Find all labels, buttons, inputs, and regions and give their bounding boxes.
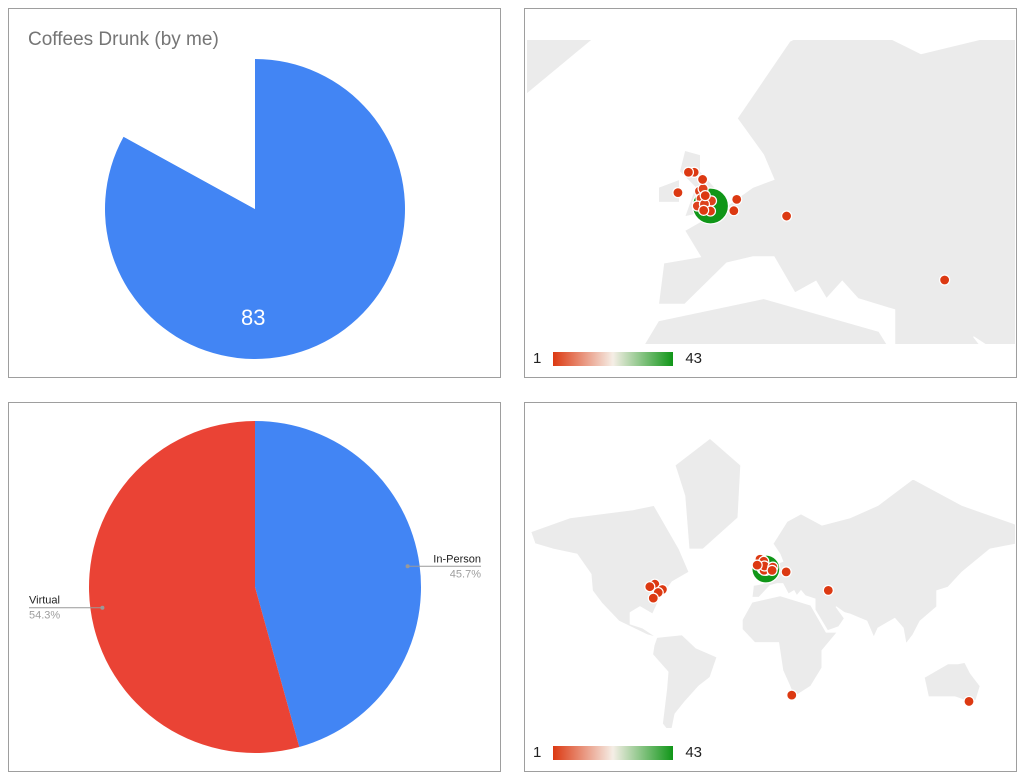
land-south-america xyxy=(652,634,718,728)
map-marker[interactable] xyxy=(963,695,975,708)
legend-gradient xyxy=(553,351,674,366)
label-dot xyxy=(100,605,105,610)
map-marker[interactable] xyxy=(697,173,709,186)
land-eurasia xyxy=(657,40,1015,344)
legend-min: 1 xyxy=(533,744,542,761)
map-marker[interactable] xyxy=(682,166,695,178)
land-africa xyxy=(741,595,839,698)
slice-name: In-Person xyxy=(433,553,481,565)
map-marker[interactable] xyxy=(780,566,792,578)
land-north-america xyxy=(530,504,690,638)
pie-slice-in-person[interactable] xyxy=(255,421,421,747)
coffees-pie-panel: Coffees Drunk (by me) 83 xyxy=(8,8,501,378)
legend-max: 43 xyxy=(685,744,703,761)
pie-slice[interactable] xyxy=(104,59,405,360)
land-eurasia xyxy=(751,478,1015,646)
land-greenland xyxy=(674,437,742,550)
legend-gradient xyxy=(553,745,674,760)
europe-map-panel: 1 43 xyxy=(524,8,1017,378)
map-marker[interactable] xyxy=(699,190,711,202)
pie-slice[interactable] xyxy=(123,59,255,209)
europe-geo-map[interactable] xyxy=(525,9,1016,377)
land-africa xyxy=(643,298,888,344)
map-marker[interactable] xyxy=(939,274,951,286)
world-map-panel: 1 43 xyxy=(524,402,1017,772)
map-marker[interactable] xyxy=(781,210,793,222)
map-marker[interactable] xyxy=(728,205,740,217)
label-dot xyxy=(405,564,410,569)
slice-percent: 45.7% xyxy=(450,568,481,580)
coffees-pie-chart: Coffees Drunk (by me) 83 xyxy=(28,29,405,360)
map-marker[interactable] xyxy=(822,584,834,596)
world-geo-map[interactable] xyxy=(525,403,1016,771)
map-marker[interactable] xyxy=(672,187,684,199)
map-marker[interactable] xyxy=(751,559,763,571)
color-legend: 1 43 xyxy=(533,350,702,367)
map-marker[interactable] xyxy=(647,592,659,604)
slice-name: Virtual xyxy=(29,595,60,607)
color-legend: 1 43 xyxy=(533,744,702,761)
land-greenland xyxy=(527,40,593,95)
meeting-type-pie-chart: In-Person 45.7% Virtual 54.3% xyxy=(29,421,481,753)
map-marker[interactable] xyxy=(698,204,710,216)
map-marker[interactable] xyxy=(644,581,656,593)
pie-slice-virtual[interactable] xyxy=(88,421,300,753)
legend-max: 43 xyxy=(685,350,703,367)
slice-percent: 54.3% xyxy=(29,610,60,622)
map-marker[interactable] xyxy=(731,193,743,205)
chart-title: Coffees Drunk (by me) xyxy=(28,29,219,50)
meeting-type-pie-panel: In-Person 45.7% Virtual 54.3% xyxy=(8,402,501,772)
slice-label: 83 xyxy=(241,305,265,330)
map-marker[interactable] xyxy=(786,689,798,701)
map-marker[interactable] xyxy=(766,564,778,576)
land-australia xyxy=(923,661,981,703)
legend-min: 1 xyxy=(533,350,542,367)
